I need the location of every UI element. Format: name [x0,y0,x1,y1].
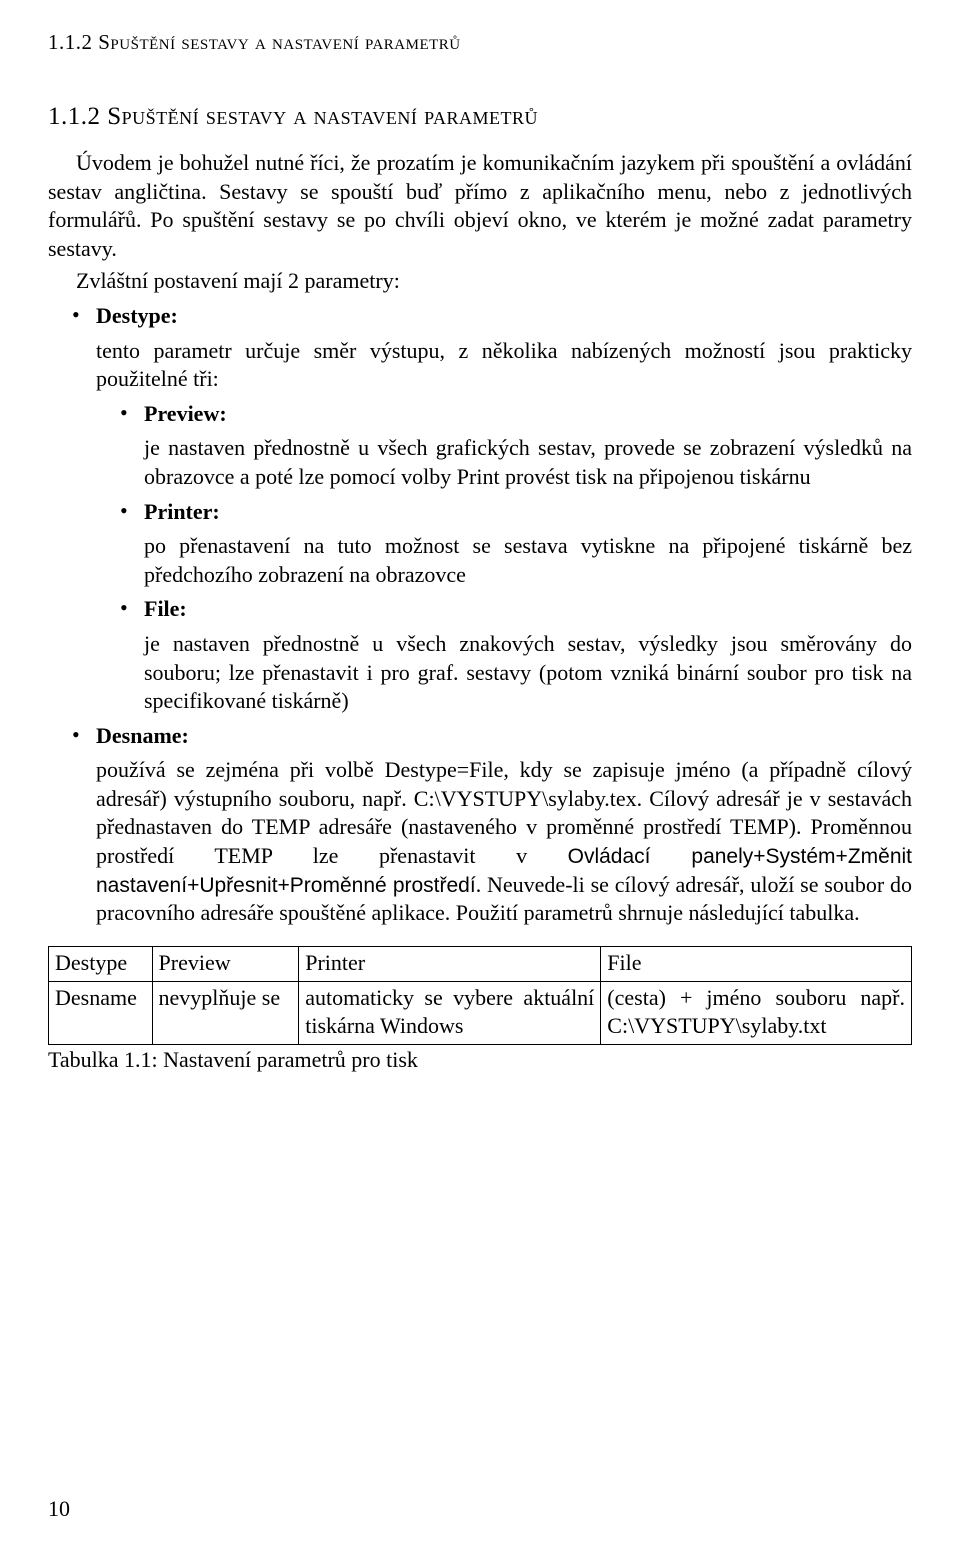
intro-paragraph: Úvodem je bohužel nutné říci, že prozatí… [48,149,912,263]
th-printer: Printer [299,946,601,981]
desname-desc: používá se zejména při volbě Destype=Fil… [96,756,912,928]
preview-item: Preview: je nastaven přednostně u všech … [96,400,912,492]
td-preview: nevyplňuje se [152,982,299,1045]
file-desc: je nastaven přednostně u všech znakových… [144,630,912,716]
running-header: 1.1.2 Spuštění sestavy a nastavení param… [48,30,912,55]
page-number: 10 [48,1496,70,1522]
param-table: Destype Preview Printer File Desname nev… [48,946,912,1045]
printer-label: Printer: [144,498,912,527]
printer-item: Printer: po přenastavení na tuto možnost… [96,498,912,590]
page: 1.1.2 Spuštění sestavy a nastavení param… [0,0,960,1550]
destype-sublist: Preview: je nastaven přednostně u všech … [96,400,912,716]
table-row: Desname nevyplňuje se automaticky se vyb… [49,982,912,1045]
table-caption: Tabulka 1.1: Nastavení parametrů pro tis… [48,1047,912,1073]
section-title: 1.1.2 Spuštění sestavy a nastavení param… [48,103,912,131]
td-file: (cesta) + jméno souboru např. C:\VYSTUPY… [601,982,912,1045]
td-printer: automaticky se vybere aktuální tiskárna … [299,982,601,1045]
table-header-row: Destype Preview Printer File [49,946,912,981]
intro-second-line: Zvláštní postavení mají 2 parametry: [48,267,912,296]
desname-label: Desname: [96,722,912,751]
preview-desc: je nastaven přednostně u všech grafickýc… [144,434,912,491]
destype-item: Destype: tento parametr určuje směr výst… [48,302,912,716]
desname-item: Desname: používá se zejména při volbě De… [48,722,912,928]
td-desname: Desname [49,982,153,1045]
th-file: File [601,946,912,981]
preview-label: Preview: [144,400,912,429]
th-destype: Destype [49,946,153,981]
th-preview: Preview [152,946,299,981]
destype-label: Destype: [96,302,912,331]
file-label: File: [144,595,912,624]
destype-desc: tento parametr určuje směr výstupu, z ně… [96,337,912,394]
param-list: Destype: tento parametr určuje směr výst… [48,302,912,928]
printer-desc: po přenastavení na tuto možnost se sesta… [144,532,912,589]
file-item: File: je nastaven přednostně u všech zna… [96,595,912,715]
